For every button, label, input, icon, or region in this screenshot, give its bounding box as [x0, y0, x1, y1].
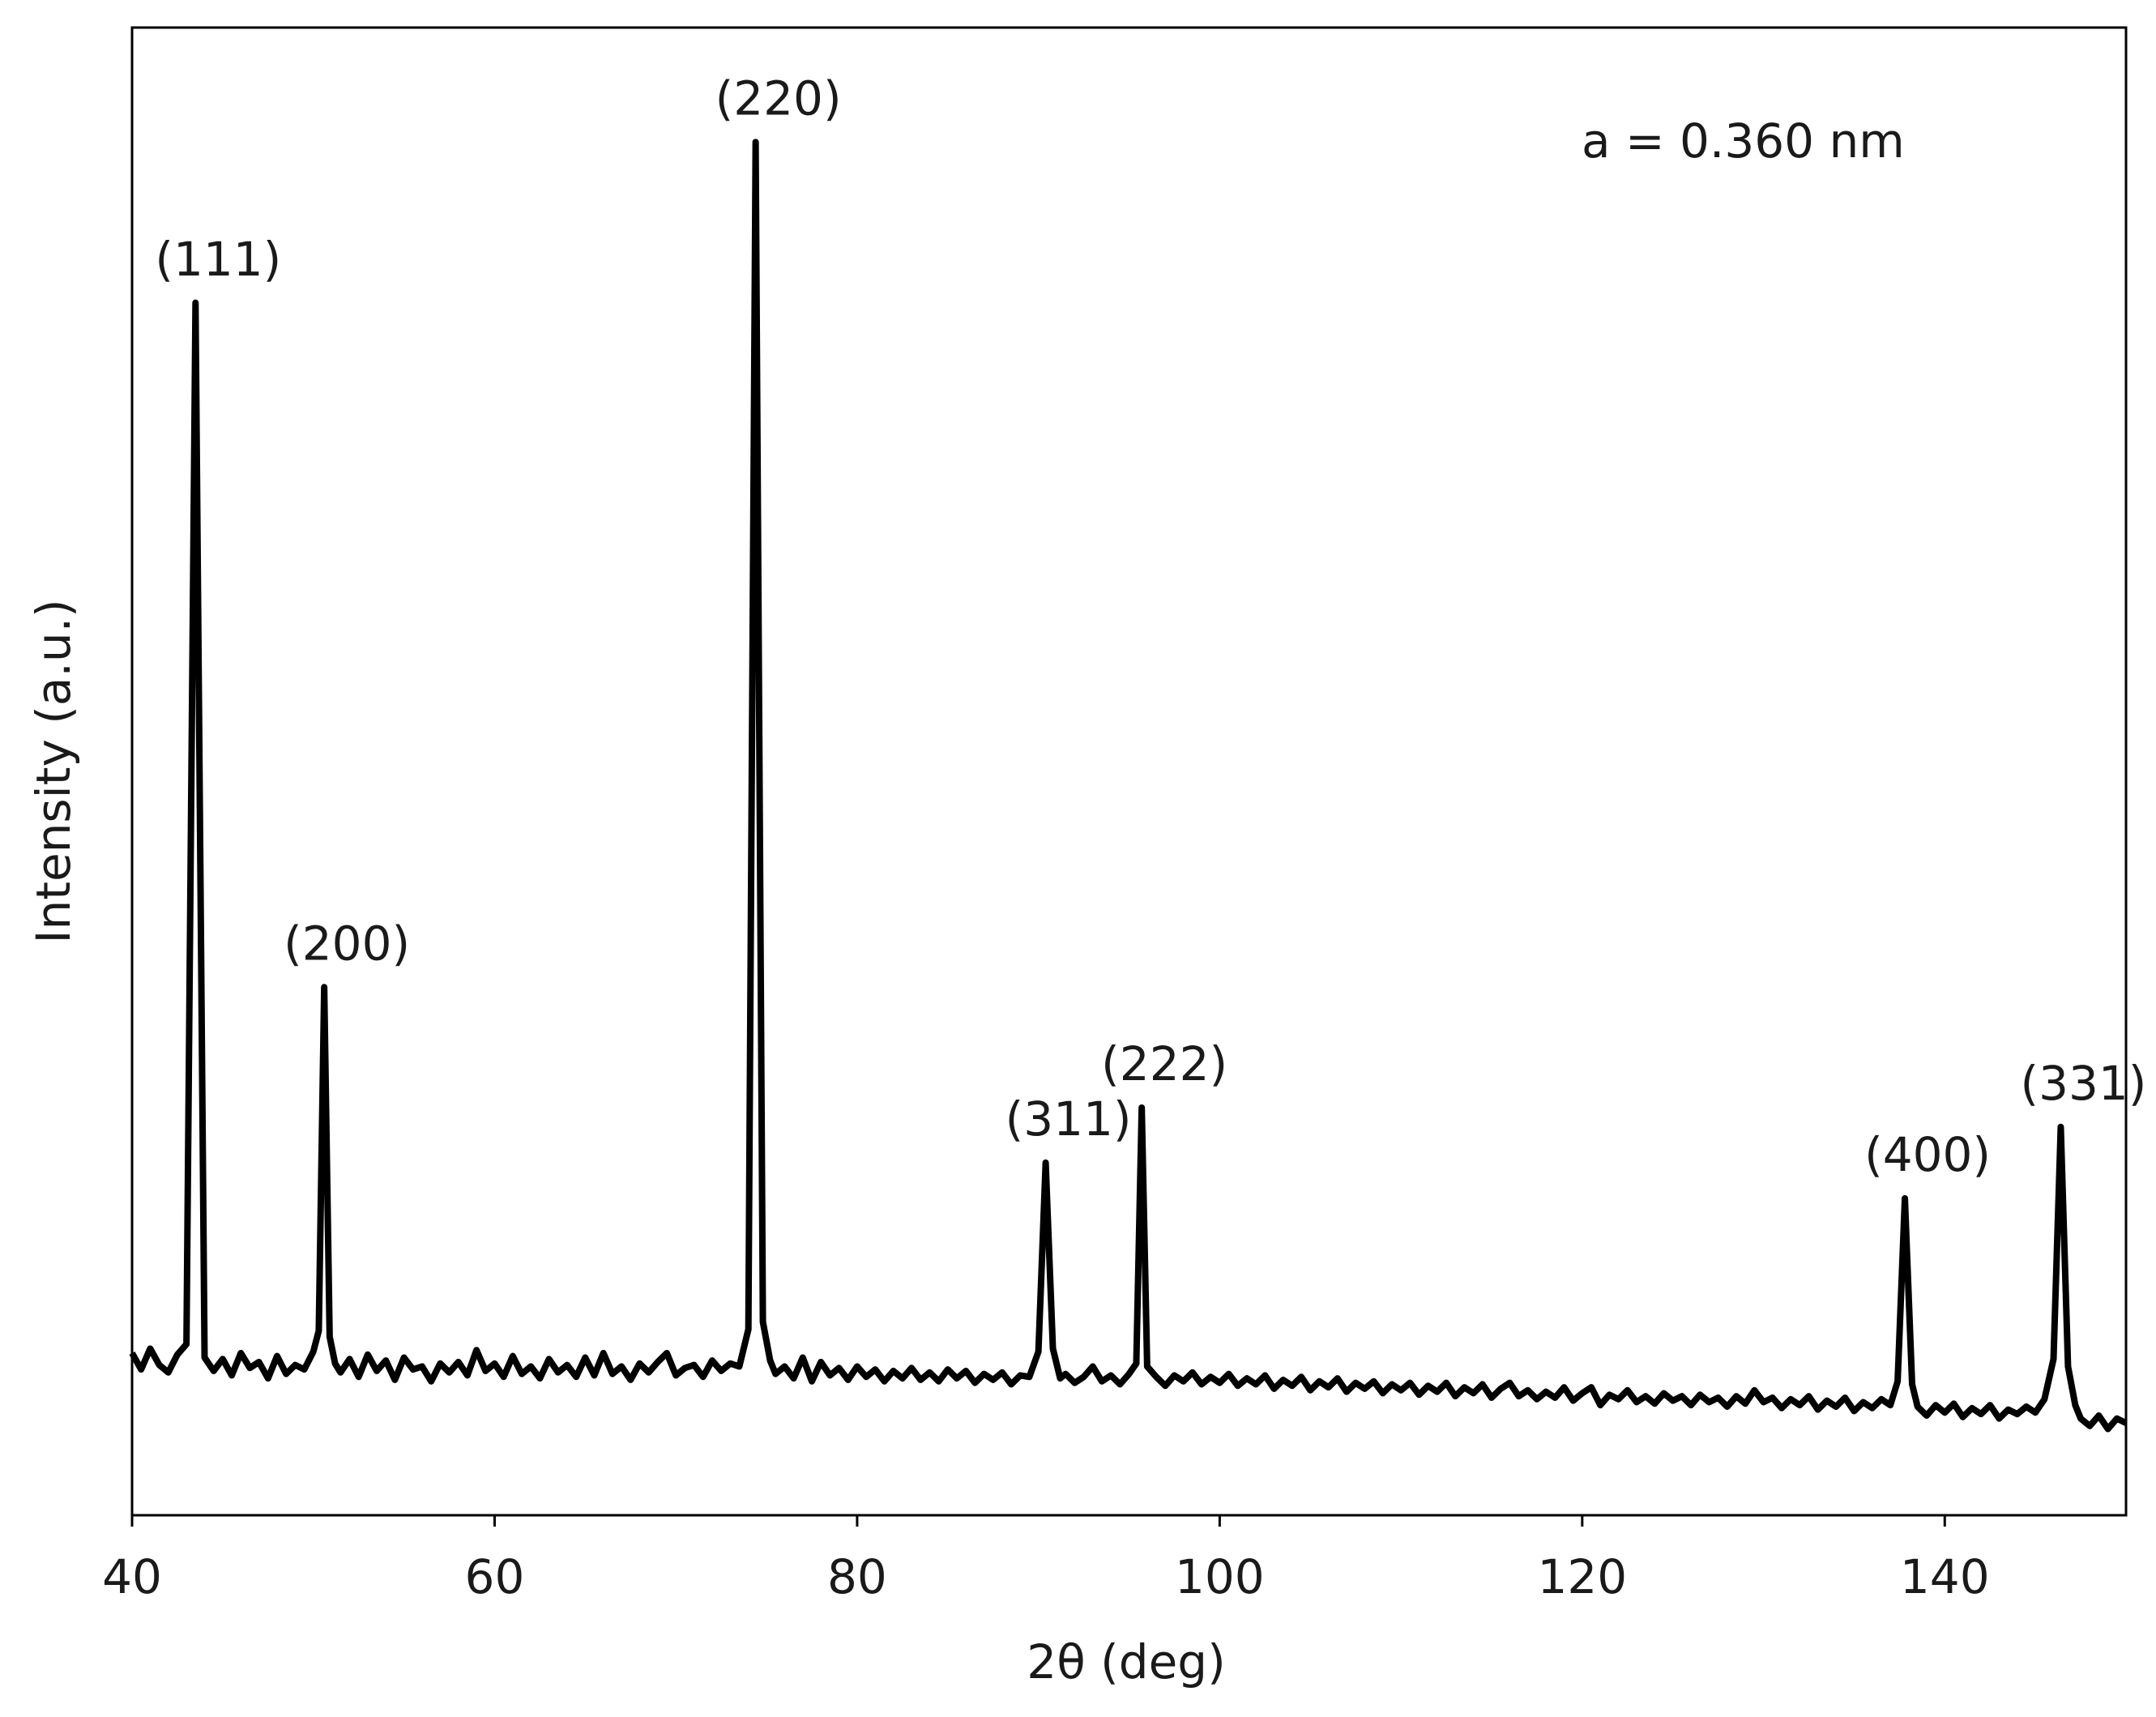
data-line — [129, 139, 2128, 1433]
x-tick-label: 120 — [1537, 1549, 1627, 1604]
x-tick-label: 80 — [827, 1549, 887, 1604]
x-tick-label: 140 — [1900, 1549, 1990, 1604]
x-tick-label: 60 — [465, 1549, 525, 1604]
x-tick-label: 40 — [102, 1549, 162, 1604]
y-axis-label: Intensity (a.u.) — [26, 599, 81, 943]
peak-label: (222) — [1101, 1036, 1227, 1091]
peak-label: (220) — [715, 70, 842, 126]
x-axis-label: 2θ (deg) — [1027, 1634, 1225, 1689]
peak-label: (400) — [1864, 1127, 1991, 1182]
peak-label: (111) — [155, 232, 281, 287]
peak-label: (200) — [284, 916, 410, 971]
peak-label: (331) — [2020, 1056, 2146, 1111]
peak-label: (311) — [1005, 1091, 1132, 1147]
annotation: a = 0.360 nm — [1582, 113, 1905, 169]
plot-frame — [130, 26, 2128, 1517]
x-tick-label: 100 — [1175, 1549, 1265, 1604]
